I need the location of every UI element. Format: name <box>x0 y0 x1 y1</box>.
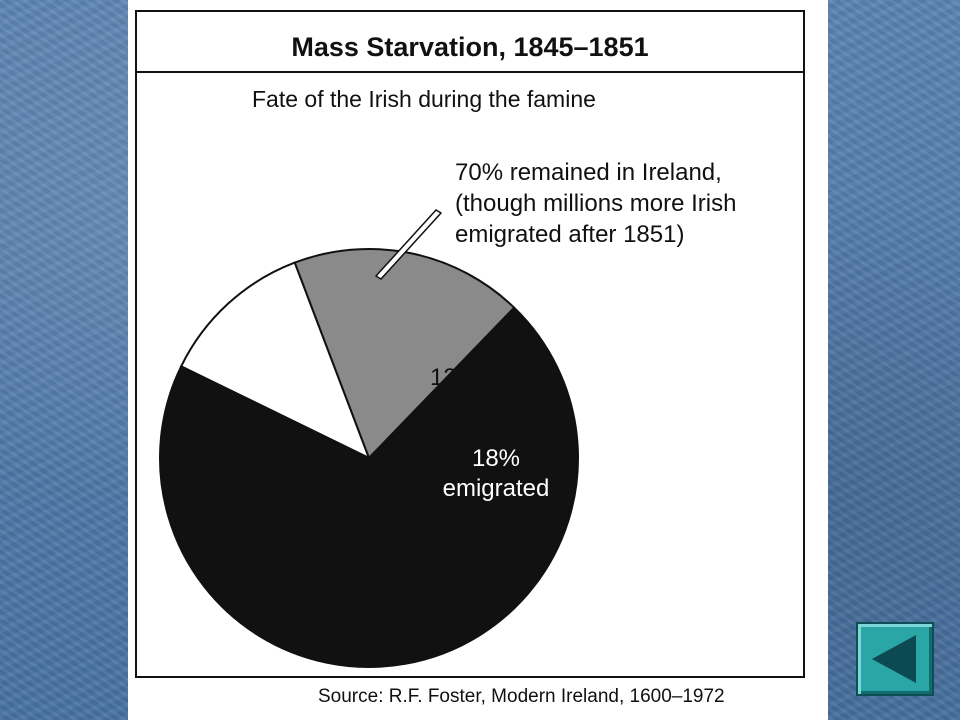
left-triangle-icon <box>872 635 916 683</box>
pie-slice-died <box>179 261 371 461</box>
source-citation: Source: R.F. Foster, Modern Ireland, 160… <box>318 686 725 707</box>
pie-slice-remained <box>159 306 579 668</box>
label-emigrated: 18% emigrated <box>443 445 550 502</box>
pie-slice-emigrated <box>293 248 516 460</box>
chart-title: Mass Starvation, 1845–1851 <box>291 32 649 62</box>
title-divider <box>137 71 803 73</box>
chart-subtitle: Fate of the Irish during the famine <box>252 86 596 112</box>
leader-line-remained <box>374 209 443 280</box>
label-remained: 70% remained in Ireland, (though millions… <box>455 159 736 248</box>
label-died: 12% died <box>430 364 530 391</box>
previous-slide-button[interactable] <box>856 622 934 696</box>
